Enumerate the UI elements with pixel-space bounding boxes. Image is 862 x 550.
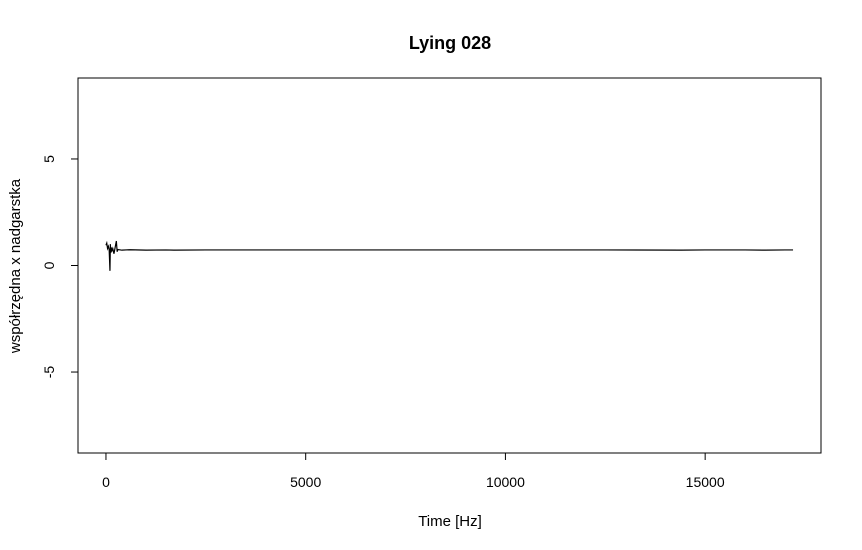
x-tick-label: 0	[102, 474, 110, 490]
series-layer	[105, 240, 794, 271]
y-tick-label: 5	[41, 155, 57, 163]
x-axis-label: Time [Hz]	[418, 513, 482, 530]
plot-frame	[77, 77, 822, 454]
x-axis: 0 5000 10000 15000	[102, 452, 725, 490]
chart-title: Lying 028	[409, 33, 491, 53]
y-axis: -5 0 5	[41, 155, 79, 379]
y-axis-label: współrzędna x nadgarstka	[7, 178, 24, 354]
series-line-0	[105, 240, 794, 271]
y-tick-label: -5	[41, 366, 57, 379]
y-tick-label: 0	[41, 261, 57, 269]
x-tick-label: 15000	[686, 474, 725, 490]
x-tick-label: 5000	[290, 474, 321, 490]
x-tick-label: 10000	[486, 474, 525, 490]
